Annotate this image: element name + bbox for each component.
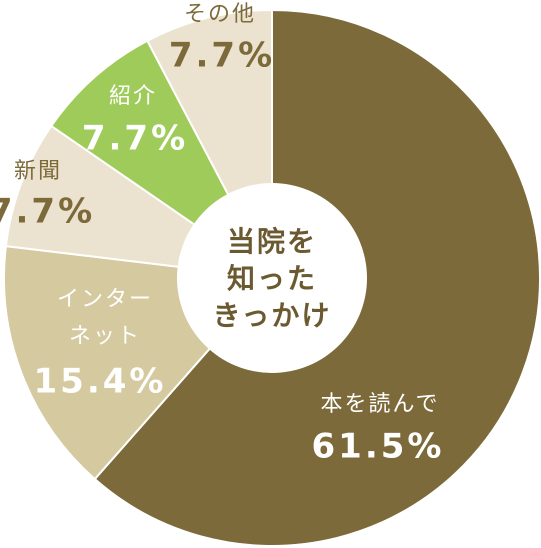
slice-label: 新聞	[14, 159, 62, 184]
center-text: きっかけ	[213, 299, 332, 332]
slice-label: その他	[184, 2, 256, 27]
slice-label: ネット	[69, 324, 141, 349]
value-label: 7.7%	[0, 192, 95, 232]
slice-label: 本を読んで	[321, 392, 440, 417]
value-label: 61.5%	[312, 427, 445, 467]
value-label: 7.7%	[169, 36, 275, 76]
value-label: 7.7%	[82, 119, 188, 159]
center-text: 知った	[227, 262, 317, 295]
slice-label: 紹介	[109, 84, 157, 109]
center-text: 当院を	[227, 225, 317, 258]
value-label: 15.4%	[34, 362, 167, 402]
slice-label: インター	[57, 287, 153, 312]
center-hole	[177, 183, 367, 373]
